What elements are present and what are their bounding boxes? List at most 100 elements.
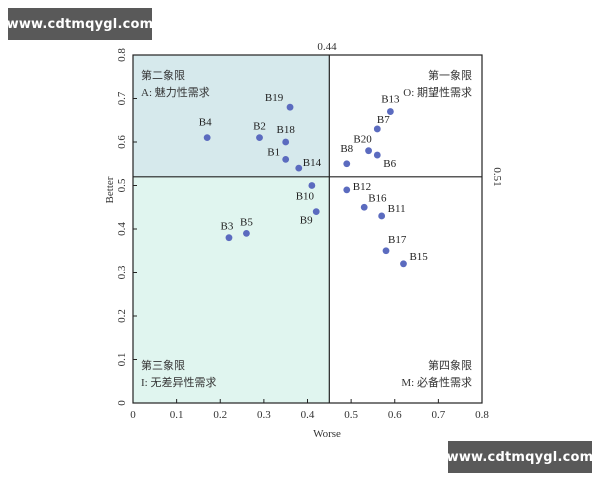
divider-x-label: 0.44	[317, 41, 337, 53]
point-label: B2	[253, 121, 266, 133]
data-point: B12	[343, 181, 371, 194]
x-tick-label: 0.4	[301, 409, 315, 421]
quadrant-4-title: 第四象限	[428, 358, 472, 372]
point-marker	[308, 182, 316, 189]
point-marker	[243, 229, 250, 237]
y-tick-label: 0	[116, 400, 128, 406]
quadrant-3-subtitle: I: 无差异性需求	[141, 375, 216, 389]
watermark-bottom: www.cdtmqygl.com	[447, 441, 593, 473]
quadrant-1-subtitle: O: 期望性需求	[403, 85, 472, 99]
point-label: B8	[340, 143, 353, 155]
data-point: B4	[199, 117, 212, 142]
point-label: B12	[353, 181, 371, 193]
quadrant-backgrounds	[133, 55, 482, 403]
data-point: B5	[240, 216, 253, 237]
x-tick-label: 0.1	[170, 409, 184, 421]
point-marker	[203, 134, 211, 142]
y-tick-label: 0.4	[116, 222, 128, 236]
y-tick-label: 0.7	[116, 91, 128, 105]
data-point: B11	[378, 203, 406, 220]
point-label: B19	[265, 92, 284, 104]
point-label: B5	[240, 216, 253, 228]
x-tick-label: 0.2	[213, 409, 227, 421]
data-point: B16	[360, 192, 387, 211]
point-label: B15	[409, 251, 428, 263]
quadrant-3-area	[133, 176, 330, 403]
point-label: B16	[368, 192, 387, 204]
data-point: B3	[221, 221, 234, 242]
data-point: B1	[267, 146, 290, 163]
point-label: B17	[388, 234, 407, 246]
y-tick-label: 0.6	[116, 135, 128, 149]
point-marker	[382, 247, 390, 255]
quadrant-3-title: 第三象限	[141, 358, 185, 372]
watermark-top: www.cdtmqygl.com	[7, 8, 153, 40]
point-label: B3	[221, 221, 234, 233]
quadrant-2-title: 第二象限	[141, 68, 185, 82]
axis-ticks: 0 0.1 0.2 0.3 0.4 0.5 0.6 0.7 0.8 0 0.1 0.2 0.3 0.4 0.…	[116, 48, 489, 421]
y-tick-label: 0.8	[116, 48, 128, 62]
x-tick-label: 0.7	[432, 409, 446, 421]
data-point: B15	[400, 251, 428, 268]
data-point: B14	[295, 157, 322, 172]
y-tick-label: 0.3	[116, 265, 128, 279]
data-point: B17	[382, 234, 407, 255]
data-points: B1 B2 B3 B4 B5 B6 B7 B8 B9 B10 B11 B12 B13 B14 B15 B16 B…	[199, 92, 428, 268]
data-point: B9	[300, 208, 320, 227]
point-label: B4	[199, 117, 212, 129]
data-point: B20	[353, 134, 372, 155]
x-tick-label: 0.3	[257, 409, 271, 421]
point-marker	[373, 151, 381, 159]
quadrant-1-area	[329, 55, 482, 177]
point-marker	[343, 160, 351, 168]
point-label: B11	[388, 203, 406, 215]
x-tick-label: 0.6	[388, 409, 402, 421]
point-label: B9	[300, 215, 313, 227]
point-marker	[386, 108, 394, 115]
point-marker	[282, 138, 290, 146]
point-label: B10	[296, 191, 315, 203]
point-label: B1	[267, 146, 280, 158]
point-marker	[225, 234, 233, 242]
point-label: B20	[353, 134, 372, 146]
point-label: B18	[277, 124, 296, 136]
point-label: B7	[377, 114, 390, 126]
quadrant-2-subtitle: A: 魅力性需求	[141, 85, 210, 99]
x-tick-label: 0.5	[344, 409, 358, 421]
x-axis-label: Worse	[313, 428, 341, 440]
point-label: B14	[303, 157, 322, 169]
quadrant-4-subtitle: M: 必备性需求	[401, 375, 472, 389]
x-tick-label: 0.8	[475, 409, 489, 421]
point-marker	[378, 212, 386, 220]
data-point: B19	[265, 92, 294, 111]
data-point: B2	[253, 121, 266, 142]
point-marker	[343, 186, 351, 194]
point-marker	[312, 208, 320, 216]
point-marker	[256, 134, 263, 142]
y-tick-label: 0.2	[116, 309, 128, 323]
y-axis-label: Better	[104, 176, 116, 203]
point-marker	[360, 203, 368, 211]
quadrant-1-title: 第一象限	[428, 68, 472, 82]
point-marker	[373, 125, 381, 133]
x-tick-label: 0	[130, 409, 136, 421]
data-point: B6	[373, 151, 397, 170]
point-marker	[295, 164, 303, 172]
point-marker	[365, 147, 372, 155]
point-marker	[282, 156, 290, 163]
y-tick-label: 0.5	[116, 178, 128, 192]
data-point: B10	[296, 182, 316, 203]
point-marker	[286, 103, 294, 111]
data-point: B8	[340, 143, 354, 168]
quadrant-2-area	[133, 55, 330, 177]
point-marker	[400, 260, 407, 268]
data-point: B18	[277, 124, 296, 146]
quadrant-4-area	[329, 176, 482, 403]
point-label: B13	[381, 94, 400, 106]
divider-y-label: 0.51	[491, 167, 503, 186]
data-point: B13	[381, 94, 400, 115]
point-label: B6	[383, 158, 396, 170]
data-point: B7	[373, 114, 390, 133]
